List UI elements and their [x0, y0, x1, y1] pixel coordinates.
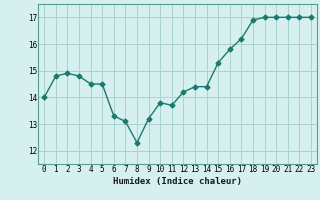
- X-axis label: Humidex (Indice chaleur): Humidex (Indice chaleur): [113, 177, 242, 186]
